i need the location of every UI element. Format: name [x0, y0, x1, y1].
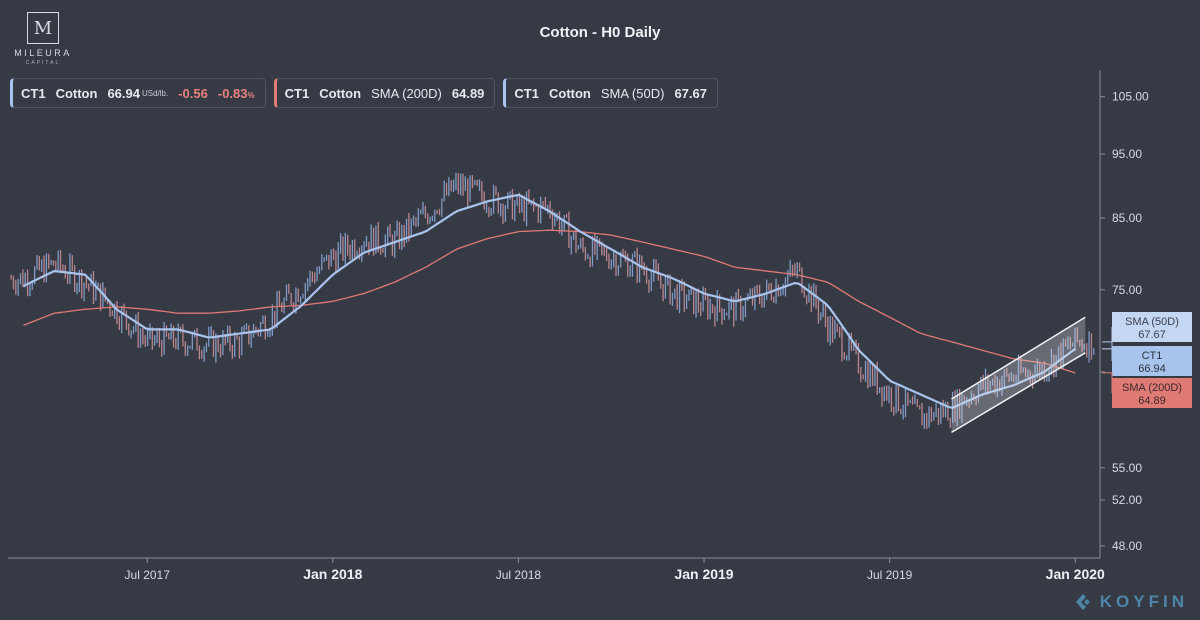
- x-tick-label: Jul 2018: [496, 568, 542, 582]
- series-lines: [22, 193, 1076, 410]
- koyfin-logo-icon: [1075, 594, 1090, 610]
- price-tag-value: 67.67: [1138, 329, 1166, 341]
- sma50-line: [22, 193, 1076, 410]
- legend-sma200[interactable]: CT1 Cotton SMA (200D) 64.89: [273, 78, 496, 108]
- y-axis-ticks: 105.00 95.00 85.00 75.00 65.00 55.00 52.00 48.0…: [1100, 90, 1149, 553]
- chart-title: Cotton - H0 Daily: [539, 24, 661, 41]
- legend-ticker: CT1: [21, 85, 46, 101]
- x-tick-label: Jul 2019: [867, 568, 913, 582]
- price-tag-box: [1112, 378, 1192, 408]
- y-tick-label: 75.00: [1112, 283, 1142, 297]
- trend-channel: [951, 316, 1086, 434]
- y-tick-label: 65.00: [1112, 365, 1142, 379]
- legend-ticker: CT1: [514, 85, 539, 101]
- koyfin-wordmark: KOYFIN: [1099, 592, 1188, 611]
- sma200-line: [23, 229, 1076, 374]
- price-tag-connector: [1102, 341, 1113, 361]
- legend-value: 64.89: [451, 85, 485, 101]
- legend-name: Cotton: [548, 85, 591, 101]
- y-tick-label: 85.00: [1112, 211, 1142, 225]
- price-tag-value: 66.94: [1138, 363, 1166, 375]
- x-tick-label: Jan 2020: [1046, 566, 1105, 582]
- y-tick-label: 48.00: [1112, 539, 1142, 553]
- y-tick-label: 52.00: [1112, 493, 1142, 507]
- legend-change: -0.56: [178, 85, 208, 101]
- x-tick-label: Jan 2018: [303, 566, 362, 582]
- legend-name: Cotton: [55, 85, 98, 101]
- price-tag-value: 64.89: [1138, 395, 1166, 407]
- channel-lower-line: [951, 352, 1086, 434]
- price-tag-connector: [1102, 327, 1113, 350]
- y-tick-label: 105.00: [1112, 90, 1149, 104]
- y-tick-label: 55.00: [1112, 461, 1142, 475]
- koyfin-watermark: KOYFIN: [1074, 592, 1188, 612]
- channel-fill: [951, 317, 1086, 433]
- x-tick-label: Jul 2017: [125, 568, 171, 582]
- price-tag-box: [1112, 312, 1192, 342]
- mileura-logo-subtitle: CAPITAL: [25, 60, 61, 66]
- mileura-logo: M MILEURA CAPITAL: [8, 12, 78, 66]
- legend-sma50[interactable]: CT1 Cotton SMA (50D) 67.67: [503, 78, 718, 108]
- mileura-logo-mark: M: [27, 12, 59, 44]
- legend-indicator: SMA (200D): [371, 85, 442, 101]
- x-axis-ticks: Jul 2017 Jan 2018 Jul 2018 Jan 2019 Jul 2019…: [125, 558, 1105, 582]
- legend-unit: USd/lb.: [141, 88, 169, 98]
- legend-bar: CT1 Cotton 66.94 USd/lb. -0.56 -0.83% CT…: [10, 78, 718, 108]
- legend-change-pct: -0.83%: [217, 85, 255, 101]
- channel-upper-line: [951, 316, 1086, 400]
- mileura-logo-name: MILEURA: [14, 48, 72, 58]
- price-tag-label: CT1: [1142, 350, 1163, 362]
- legend-value: 66.94: [107, 85, 140, 101]
- price-bars: [10, 172, 1095, 430]
- price-tag-connector: [1102, 372, 1113, 393]
- x-tick-label: Jan 2019: [674, 566, 733, 582]
- legend-indicator: SMA (50D): [600, 85, 665, 101]
- price-tag-label: SMA (50D): [1125, 316, 1179, 328]
- price-tag-box: [1112, 346, 1192, 376]
- legend-name: Cotton: [319, 85, 362, 101]
- legend-ticker: CT1: [284, 85, 310, 101]
- price-tag-label: SMA (200D): [1122, 382, 1182, 394]
- legend-price[interactable]: CT1 Cotton 66.94 USd/lb. -0.56 -0.83%: [10, 78, 266, 108]
- legend-value: 67.67: [674, 85, 707, 101]
- y-tick-label: 95.00: [1112, 147, 1142, 161]
